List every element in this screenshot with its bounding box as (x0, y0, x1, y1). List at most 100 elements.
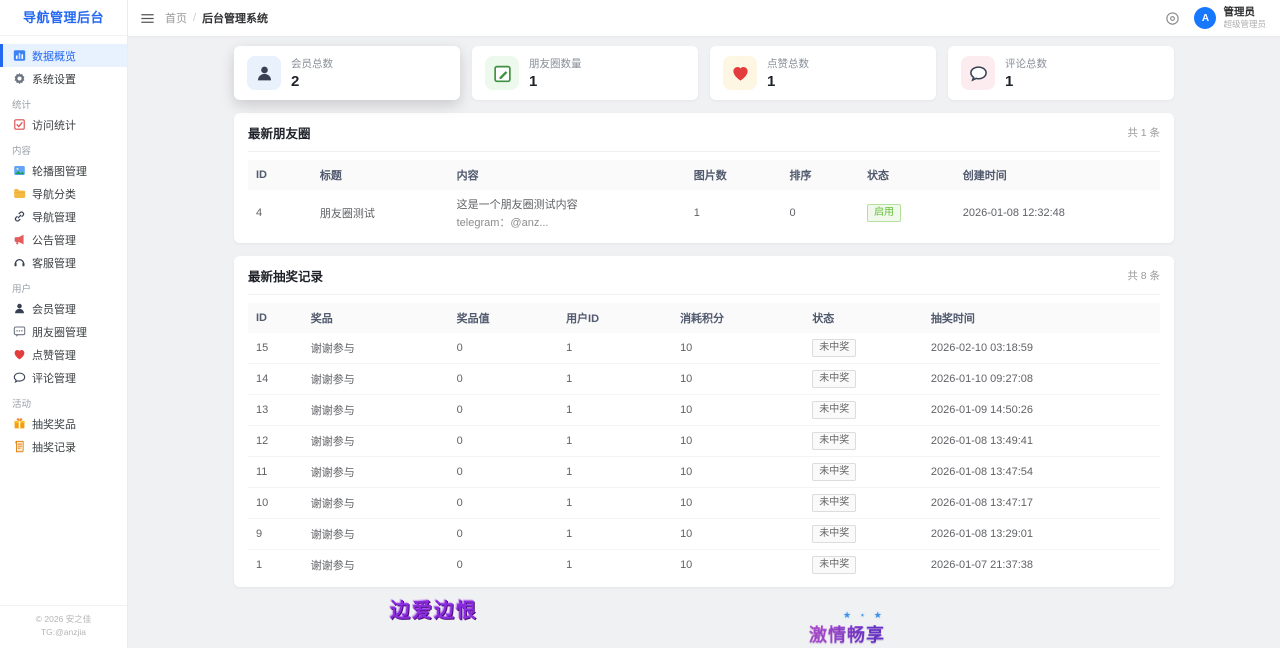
content-line-2: telegram：@anz... (456, 217, 549, 229)
topbar: 首页 / 后台管理系统 A 管理员 超级管理员 (128, 0, 1280, 36)
column-header: 图片数 (685, 160, 782, 190)
cell-points: 10 (672, 394, 805, 426)
cell-prize-value: 0 (448, 363, 559, 395)
sidebar-section-label: 活动 (12, 399, 32, 410)
cell-status: 未中奖 (804, 487, 923, 519)
stat-card[interactable]: 朋友圈数量 1 (472, 46, 698, 100)
table-row: 15 谢谢参与 0 1 10 未中奖 2026-02-10 03:18:59 (248, 333, 1160, 364)
cell-user-id: 1 (558, 487, 673, 519)
sidebar-item[interactable]: 朋友圈管理 (0, 320, 127, 343)
cell-status: 未中奖 (804, 333, 923, 364)
cell-images: 1 (693, 207, 700, 219)
table-row: 13 谢谢参与 0 1 10 未中奖 2026-01-09 14:50:26 (248, 394, 1160, 426)
sidebar-item-label: 导航管理 (32, 211, 76, 224)
cell-content: 这是一个朋友圈测试内容 telegram：@anz... (449, 190, 686, 236)
sidebar-item[interactable]: 导航管理 (0, 205, 127, 228)
cell-status: 未中奖 (804, 456, 923, 488)
bar-chart-icon (13, 49, 26, 62)
folder-icon (13, 187, 26, 200)
sidebar-item[interactable]: 点赞管理 (0, 343, 127, 366)
sidebar-item[interactable]: 公告管理 (0, 228, 127, 251)
breadcrumb-separator: / (193, 12, 197, 24)
sidebar-item[interactable]: 评论管理 (0, 366, 127, 389)
column-header: 创建时间 (954, 160, 1160, 190)
headset-icon (13, 256, 26, 269)
stat-card[interactable]: 评论总数 1 (948, 46, 1174, 100)
table-row: 11 谢谢参与 0 1 10 未中奖 2026-01-08 13:47:54 (248, 456, 1160, 488)
link-icon (13, 210, 26, 223)
cell-user-id: 1 (558, 363, 673, 395)
sidebar-item[interactable]: 访问统计 (0, 113, 127, 136)
stat-card[interactable]: 点赞总数 1 (710, 46, 936, 100)
scroll-icon (13, 440, 26, 453)
sidebar-item-label: 客服管理 (32, 257, 76, 270)
status-badge: 未中奖 (812, 494, 857, 512)
settings-icon[interactable] (1165, 11, 1180, 26)
chat-round-icon (13, 371, 26, 384)
lottery-panel-title: 最新抽奖记录 (248, 270, 324, 284)
cell-prize: 谢谢参与 (310, 560, 355, 572)
gift-icon (13, 417, 26, 430)
stat-card-value: 1 (1005, 73, 1014, 90)
sidebar-item[interactable]: 客服管理 (0, 251, 127, 274)
content-area: 会员总数 2 朋友圈数量 1 点赞总数 1 评论总数 1 最新朋友圈 共 1 条 ID 标题 内容… (128, 36, 1280, 648)
moments-table-header: ID 标题 内容 图片数 排序 状态 创建时间 (248, 160, 1160, 190)
status-badge: 未中奖 (812, 370, 857, 388)
column-header: 状态 (859, 160, 955, 190)
sidebar-menu: 数据概览 系统设置 统计 访问统计 内容 轮播图管理 导航分类 导航管理 公告管理 客服管理 用户会… (0, 36, 127, 605)
cell-user-id: 1 (558, 394, 673, 426)
cell-user-id: 1 (566, 559, 573, 571)
sidebar-item[interactable]: 抽奖奖品 (0, 412, 127, 435)
stat-card-value: 1 (767, 73, 776, 90)
sidebar-item[interactable]: 导航分类 (0, 182, 127, 205)
stat-card[interactable]: 会员总数 2 (234, 46, 460, 100)
stat-card-value: 2 (291, 73, 300, 90)
column-header: 消耗积分 (672, 303, 805, 333)
moments-panel-title: 最新朋友圈 (248, 127, 311, 141)
chat-round-icon (961, 56, 995, 90)
stat-card-label: 会员总数 (291, 58, 333, 70)
user-icon (247, 56, 281, 90)
cell-id: 14 (248, 363, 303, 395)
breadcrumb-home[interactable]: 首页 (165, 13, 187, 25)
app-title: 导航管理后台 (0, 0, 127, 36)
sidebar-item[interactable]: 系统设置 (0, 67, 127, 90)
cell-prize-value: 0 (448, 333, 559, 364)
stars-decoration: ★ ⋆ ★ (843, 610, 885, 620)
cell-title: 朋友圈测试 (319, 208, 375, 220)
sidebar-item-label: 朋友圈管理 (32, 326, 87, 339)
cell-user-id: 1 (558, 456, 673, 488)
cell-time: 2026-01-07 21:37:38 (930, 559, 1033, 571)
sidebar-item-label: 数据概览 (32, 50, 76, 63)
user-menu[interactable]: A 管理员 超级管理员 (1194, 6, 1266, 30)
lottery-count-badge: 共 8 条 (1127, 270, 1160, 282)
sidebar-item[interactable]: 轮播图管理 (0, 159, 127, 182)
status-badge: 未中奖 (812, 556, 857, 574)
sidebar-item-label: 导航分类 (32, 188, 76, 201)
sidebar-item[interactable]: 会员管理 (0, 297, 127, 320)
cell-time: 2026-01-08 13:49:41 (922, 425, 1160, 457)
sidebar-item[interactable]: 数据概览 (0, 44, 127, 67)
sidebar-item[interactable]: 抽奖记录 (0, 435, 127, 458)
column-header: 用户ID (558, 303, 673, 333)
heart-icon (723, 56, 757, 90)
cell-prize-value: 0 (448, 456, 559, 488)
table-row: 4 朋友圈测试 这是一个朋友圈测试内容 telegram：@anz... 1 0 启用 202… (248, 190, 1160, 236)
cell-sort: 0 (789, 207, 796, 219)
watermark-text-left: 边爱边恨 (390, 600, 478, 622)
sidebar-item-label: 抽奖记录 (32, 441, 76, 454)
lottery-panel: 最新抽奖记录 共 8 条 ID 奖品 奖品值 用户ID 消耗积分 状态 抽奖时间 15 谢谢参… (234, 256, 1174, 587)
cell-user-id: 1 (558, 518, 673, 550)
hamburger-menu-icon[interactable] (140, 11, 155, 26)
table-row: 14 谢谢参与 0 1 10 未中奖 2026-01-10 09:27:08 (248, 363, 1160, 395)
cell-id: 13 (248, 394, 303, 426)
sidebar-item-label: 抽奖奖品 (32, 418, 76, 431)
sidebar: 导航管理后台 数据概览 系统设置 统计 访问统计 内容 轮播图管理 导航分类 导航管理 公告管理… (0, 0, 128, 648)
user-icon (13, 302, 26, 315)
cell-prize-value: 0 (448, 394, 559, 426)
cell-time: 2026-01-08 13:47:54 (922, 456, 1160, 488)
cell-id: 1 (256, 559, 263, 571)
cell-points: 10 (672, 487, 805, 519)
user-name: 管理员 (1223, 6, 1255, 19)
